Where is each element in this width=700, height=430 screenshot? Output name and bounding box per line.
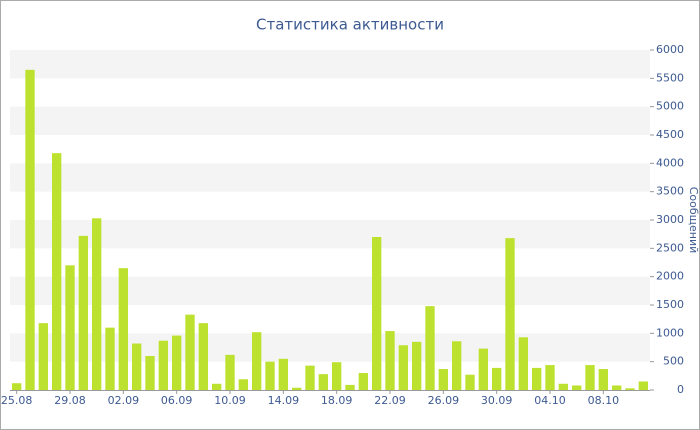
y-tick-label: 1500 <box>656 298 684 311</box>
bar <box>625 388 635 390</box>
bar <box>305 365 315 390</box>
bar <box>105 327 115 390</box>
bar <box>345 384 355 390</box>
y-tick-label: 1000 <box>656 326 684 339</box>
bar <box>358 373 368 390</box>
bar <box>225 354 235 390</box>
grid-band <box>10 220 650 249</box>
bar <box>52 153 62 390</box>
bar <box>78 235 88 390</box>
bar <box>212 383 222 390</box>
bar <box>25 69 35 390</box>
bar <box>172 335 182 390</box>
bar <box>598 369 608 390</box>
bar <box>465 374 475 390</box>
bar <box>92 218 102 390</box>
bar <box>638 381 648 390</box>
bar <box>158 340 168 390</box>
bar <box>478 348 488 390</box>
bar <box>145 356 155 390</box>
bar <box>198 323 208 390</box>
y-tick-label: 5500 <box>656 71 684 84</box>
bar <box>292 387 302 390</box>
bar <box>412 341 422 390</box>
bar <box>118 268 128 390</box>
x-tick-label: 18.09 <box>321 394 353 407</box>
bar <box>425 306 435 390</box>
bar <box>38 323 48 390</box>
bar <box>238 379 248 390</box>
x-tick-label: 25.08 <box>1 394 33 407</box>
y-tick-label: 4500 <box>656 128 684 141</box>
y-axis-label: Сообщений <box>687 187 700 254</box>
bar <box>438 369 448 390</box>
bar <box>332 362 342 390</box>
x-tick-label: 08.10 <box>588 394 620 407</box>
bar <box>518 337 528 390</box>
x-tick-label: 02.09 <box>108 394 140 407</box>
bar <box>132 343 142 390</box>
x-tick-label: 30.09 <box>481 394 513 407</box>
y-tick-label: 2000 <box>656 270 684 283</box>
y-tick-label: 0 <box>677 383 684 396</box>
x-tick-label: 22.09 <box>374 394 406 407</box>
y-tick-label: 500 <box>663 355 684 368</box>
bar <box>372 237 382 390</box>
bar <box>572 385 582 390</box>
y-tick-label: 3500 <box>656 185 684 198</box>
bar <box>505 238 515 390</box>
bar <box>492 367 502 390</box>
grid-band <box>10 50 650 79</box>
y-tick-label: 2500 <box>656 241 684 254</box>
bar <box>12 383 22 390</box>
x-tick-label: 29.08 <box>54 394 86 407</box>
bar <box>452 341 462 390</box>
bar <box>252 332 262 390</box>
x-tick-label: 06.09 <box>161 394 193 407</box>
bar <box>558 383 568 390</box>
y-tick-label: 6000 <box>656 43 684 56</box>
y-tick-label: 3000 <box>656 213 684 226</box>
x-tick-label: 10.09 <box>214 394 246 407</box>
chart-title: Статистика активности <box>256 16 444 34</box>
bar <box>385 331 395 390</box>
bar <box>318 374 328 390</box>
bar <box>612 385 622 390</box>
grid-band <box>10 333 650 362</box>
y-tick-label: 5000 <box>656 100 684 113</box>
x-tick-label: 14.09 <box>268 394 300 407</box>
bar <box>265 361 275 390</box>
bar <box>398 345 408 390</box>
bar <box>545 365 555 390</box>
x-tick-label: 04.10 <box>534 394 566 407</box>
x-tick-label: 26.09 <box>428 394 460 407</box>
bar <box>278 358 288 390</box>
grid-band <box>10 106 650 135</box>
grid-band <box>10 163 650 192</box>
y-tick-label: 4000 <box>656 156 684 169</box>
bar <box>532 367 542 390</box>
bar <box>65 265 75 390</box>
bar <box>185 314 195 390</box>
grid-band <box>10 276 650 305</box>
bar <box>585 365 595 390</box>
